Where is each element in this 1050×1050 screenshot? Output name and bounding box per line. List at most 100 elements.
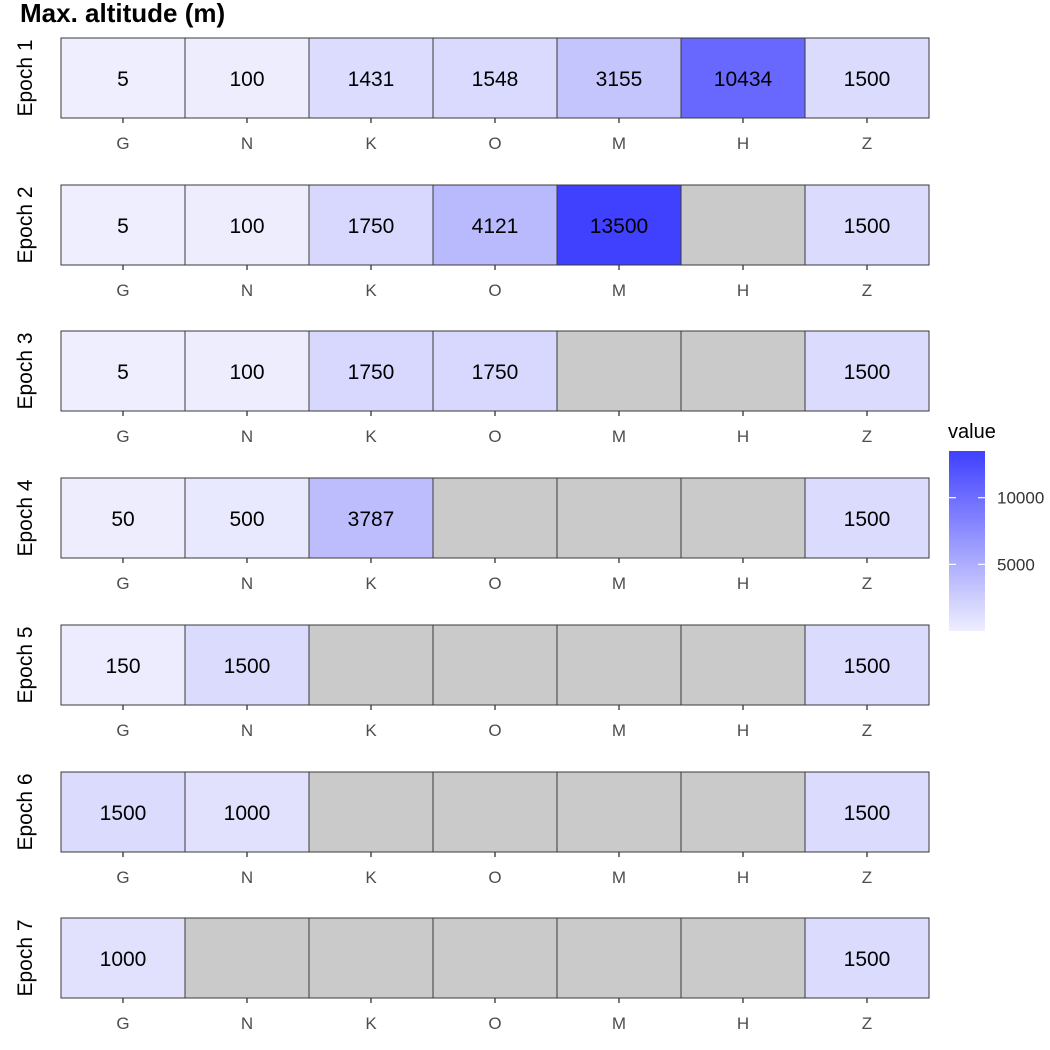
x-tick-label: H <box>737 574 749 593</box>
row-label: Epoch 7 <box>14 919 37 996</box>
heatmap-cell <box>432 771 558 853</box>
cell-value-label: 5 <box>117 361 129 384</box>
cell-value-label: 1500 <box>100 802 147 825</box>
x-tick-label: K <box>365 134 377 153</box>
facet-panel: 1000 1500 G N K O M H Z Epoch 7 <box>14 917 930 1033</box>
heatmap-cell <box>60 771 186 853</box>
facet-panel: 150 1500 1500 G N K O M H Z Epoch 5 <box>14 624 930 740</box>
x-tick-label: O <box>488 574 501 593</box>
x-tick-label: Z <box>862 134 872 153</box>
heatmap-cell <box>308 37 434 119</box>
heatmap-cell <box>432 477 558 559</box>
x-tick-label: H <box>737 281 749 300</box>
facet-panel: 50 500 3787 1500 G N K O M H Z Epoch 4 <box>14 477 930 593</box>
heatmap-cell <box>60 37 186 119</box>
x-tick-label: M <box>612 721 626 740</box>
x-tick-label: M <box>612 868 626 887</box>
chart-title: Max. altitude (m) <box>20 0 226 28</box>
x-tick-label: H <box>737 868 749 887</box>
heatmap-cell <box>308 184 434 266</box>
heatmap-cell <box>184 184 310 266</box>
cell-value-label: 4121 <box>472 215 519 238</box>
heatmap-cell <box>432 330 558 412</box>
legend: value 5000 10000 <box>948 421 1044 631</box>
x-tick-label: M <box>612 574 626 593</box>
x-tick-label: O <box>488 134 501 153</box>
x-tick-label: K <box>365 868 377 887</box>
cell-value-label: 1750 <box>348 215 395 238</box>
heatmap-cell <box>184 624 310 706</box>
heatmap-cell <box>308 624 434 706</box>
x-tick-label: N <box>241 427 253 446</box>
legend-title: value <box>948 421 996 443</box>
x-tick-label: G <box>116 134 129 153</box>
cell-value-label: 100 <box>229 361 264 384</box>
cell-value-label: 100 <box>229 215 264 238</box>
x-tick-label: K <box>365 574 377 593</box>
x-tick-label: H <box>737 721 749 740</box>
heatmap-cell <box>556 330 682 412</box>
cell-value-label: 1500 <box>844 802 891 825</box>
x-tick-label: O <box>488 281 501 300</box>
x-tick-label: K <box>365 721 377 740</box>
heatmap-cell <box>60 477 186 559</box>
legend-tick-label: 5000 <box>997 555 1035 574</box>
cell-value-label: 3155 <box>596 68 643 91</box>
x-tick-label: M <box>612 427 626 446</box>
x-tick-label: N <box>241 1014 253 1033</box>
x-tick-label: O <box>488 868 501 887</box>
x-tick-label: O <box>488 1014 501 1033</box>
heatmap-cell <box>432 37 558 119</box>
cell-value-label: 1000 <box>100 948 147 971</box>
heatmap-cell <box>184 917 310 999</box>
heatmap-cell <box>556 184 682 266</box>
x-tick-label: G <box>116 868 129 887</box>
heatmap-cell <box>680 917 806 999</box>
heatmap-cell <box>60 184 186 266</box>
heatmap-cell <box>184 771 310 853</box>
x-tick-label: H <box>737 1014 749 1033</box>
heatmap-cell <box>308 917 434 999</box>
facet-panel: 5 100 1431 1548 3155 10434 1500 G N K O M H Z Epoch 1 <box>14 37 930 153</box>
heatmap-cell <box>680 330 806 412</box>
x-tick-label: Z <box>862 427 872 446</box>
cell-value-label: 1000 <box>224 802 271 825</box>
legend-tick-label: 10000 <box>997 489 1044 508</box>
cell-value-label: 10434 <box>714 68 773 91</box>
x-tick-label: N <box>241 721 253 740</box>
heatmap-cell <box>184 330 310 412</box>
cell-value-label: 1431 <box>348 68 395 91</box>
x-tick-label: Z <box>862 1014 872 1033</box>
legend-colorbar <box>949 451 985 631</box>
heatmap-cell <box>804 917 930 999</box>
heatmap-cell <box>556 771 682 853</box>
heatmap-cell <box>432 184 558 266</box>
x-tick-label: N <box>241 574 253 593</box>
cell-value-label: 13500 <box>590 215 648 238</box>
heatmap-cell <box>308 771 434 853</box>
cell-value-label: 150 <box>105 655 140 678</box>
facet-panel: 5 100 1750 1750 1500 G N K O M H Z Epoch 3 <box>14 330 930 446</box>
x-tick-label: Z <box>862 574 872 593</box>
heatmap-cell <box>680 624 806 706</box>
heatmap-cell <box>184 477 310 559</box>
cell-value-label: 1500 <box>844 215 891 238</box>
facet-panel: 5 100 1750 4121 13500 1500 G N K O M H Z Epoch 2 <box>14 184 930 300</box>
x-tick-label: G <box>116 721 129 740</box>
x-tick-label: N <box>241 281 253 300</box>
heatmap-cell <box>308 477 434 559</box>
cell-value-label: 1500 <box>224 655 271 678</box>
row-label: Epoch 2 <box>14 186 37 263</box>
x-tick-label: Z <box>862 868 872 887</box>
x-tick-label: K <box>365 281 377 300</box>
heatmap-cell <box>680 477 806 559</box>
heatmap-cell <box>680 771 806 853</box>
cell-value-label: 1500 <box>844 68 891 91</box>
cell-value-label: 1500 <box>844 508 891 531</box>
x-tick-label: M <box>612 281 626 300</box>
heatmap-cell <box>556 477 682 559</box>
heatmap-cell <box>804 37 930 119</box>
heatmap-cell <box>432 917 558 999</box>
row-label: Epoch 4 <box>14 479 37 556</box>
